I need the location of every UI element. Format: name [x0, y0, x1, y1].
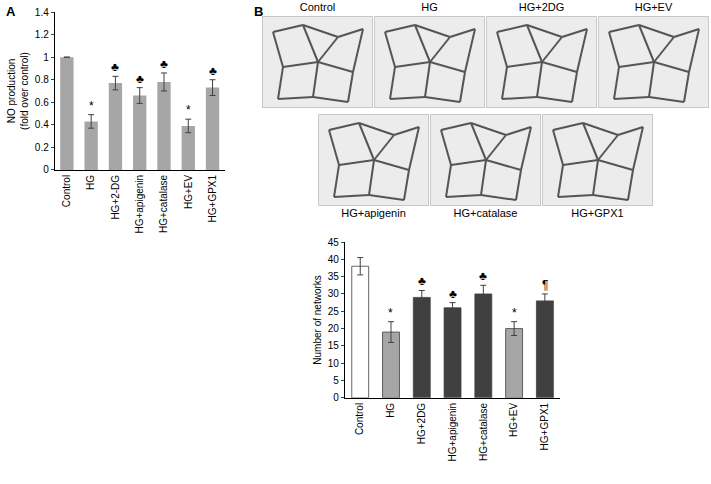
svg-text:HG+EV: HG+EV [183, 175, 194, 210]
html-text:HG+apigenin: HG+apigenin [341, 207, 406, 219]
html-text:Control: Control [299, 1, 336, 13]
svg-text:*: * [186, 103, 191, 117]
svg-text:Control: Control [354, 403, 365, 435]
svg-text:Number of networks: Number of networks [312, 275, 323, 364]
svg-text:NO production(fold over contro: NO production(fold over control) [6, 52, 30, 130]
svg-text:0.6: 0.6 [35, 97, 49, 108]
svg-text:*: * [89, 99, 94, 113]
html-text:HG+GPX1: HG+GPX1 [571, 207, 624, 219]
svg-text:20: 20 [328, 323, 340, 334]
svg-text:HG+apigenin: HG+apigenin [447, 403, 458, 462]
svg-text:0.8: 0.8 [35, 74, 49, 85]
svg-text:HG+GPX1: HG+GPX1 [539, 402, 550, 450]
svg-text:30: 30 [328, 288, 340, 299]
html-text:HG+catalase: HG+catalase [453, 207, 518, 219]
svg-text:♣: ♣ [209, 64, 217, 78]
svg-text:♣: ♣ [136, 72, 144, 86]
svg-text:0: 0 [333, 392, 339, 403]
svg-text:¶: ¶ [542, 278, 548, 292]
svg-text:HG+catalase: HG+catalase [158, 174, 169, 233]
svg-text:45: 45 [328, 237, 340, 248]
svg-text:25: 25 [328, 306, 340, 317]
svg-text:♣: ♣ [479, 269, 487, 283]
svg-text:15: 15 [328, 340, 340, 351]
svg-text:A: A [6, 4, 16, 19]
svg-text:35: 35 [328, 271, 340, 282]
svg-text:B: B [254, 4, 263, 19]
svg-text:*: * [388, 306, 393, 320]
svg-text:HG+apigenin: HG+apigenin [134, 175, 145, 234]
svg-text:0.4: 0.4 [35, 119, 49, 130]
svg-text:1: 1 [43, 52, 49, 63]
html-text:HG: HG [421, 1, 438, 13]
svg-text:1.2: 1.2 [35, 29, 49, 40]
svg-text:HG: HG [385, 403, 396, 418]
svg-text:0.2: 0.2 [35, 142, 49, 153]
svg-text:HG+catalase: HG+catalase [478, 402, 489, 461]
svg-text:0: 0 [43, 164, 49, 175]
svg-text:10: 10 [328, 358, 340, 369]
svg-text:40: 40 [328, 254, 340, 265]
svg-text:♣: ♣ [449, 287, 457, 301]
svg-text:*: * [512, 306, 517, 320]
svg-text:HG+GPX1: HG+GPX1 [207, 174, 218, 222]
svg-text:HG+2DG: HG+2DG [416, 403, 427, 445]
svg-text:Control: Control [61, 175, 72, 207]
svg-text:♣: ♣ [418, 274, 426, 288]
svg-text:♣: ♣ [160, 57, 168, 71]
svg-text:5: 5 [333, 375, 339, 386]
svg-text:HG: HG [85, 175, 96, 190]
html-text:HG+EV: HG+EV [634, 1, 673, 13]
html-text:HG+2DG: HG+2DG [518, 1, 565, 13]
svg-text:HG+2-DG: HG+2-DG [110, 175, 121, 220]
svg-text:1.4: 1.4 [35, 7, 49, 18]
svg-text:HG+EV: HG+EV [508, 403, 519, 438]
svg-text:♣: ♣ [111, 60, 119, 74]
